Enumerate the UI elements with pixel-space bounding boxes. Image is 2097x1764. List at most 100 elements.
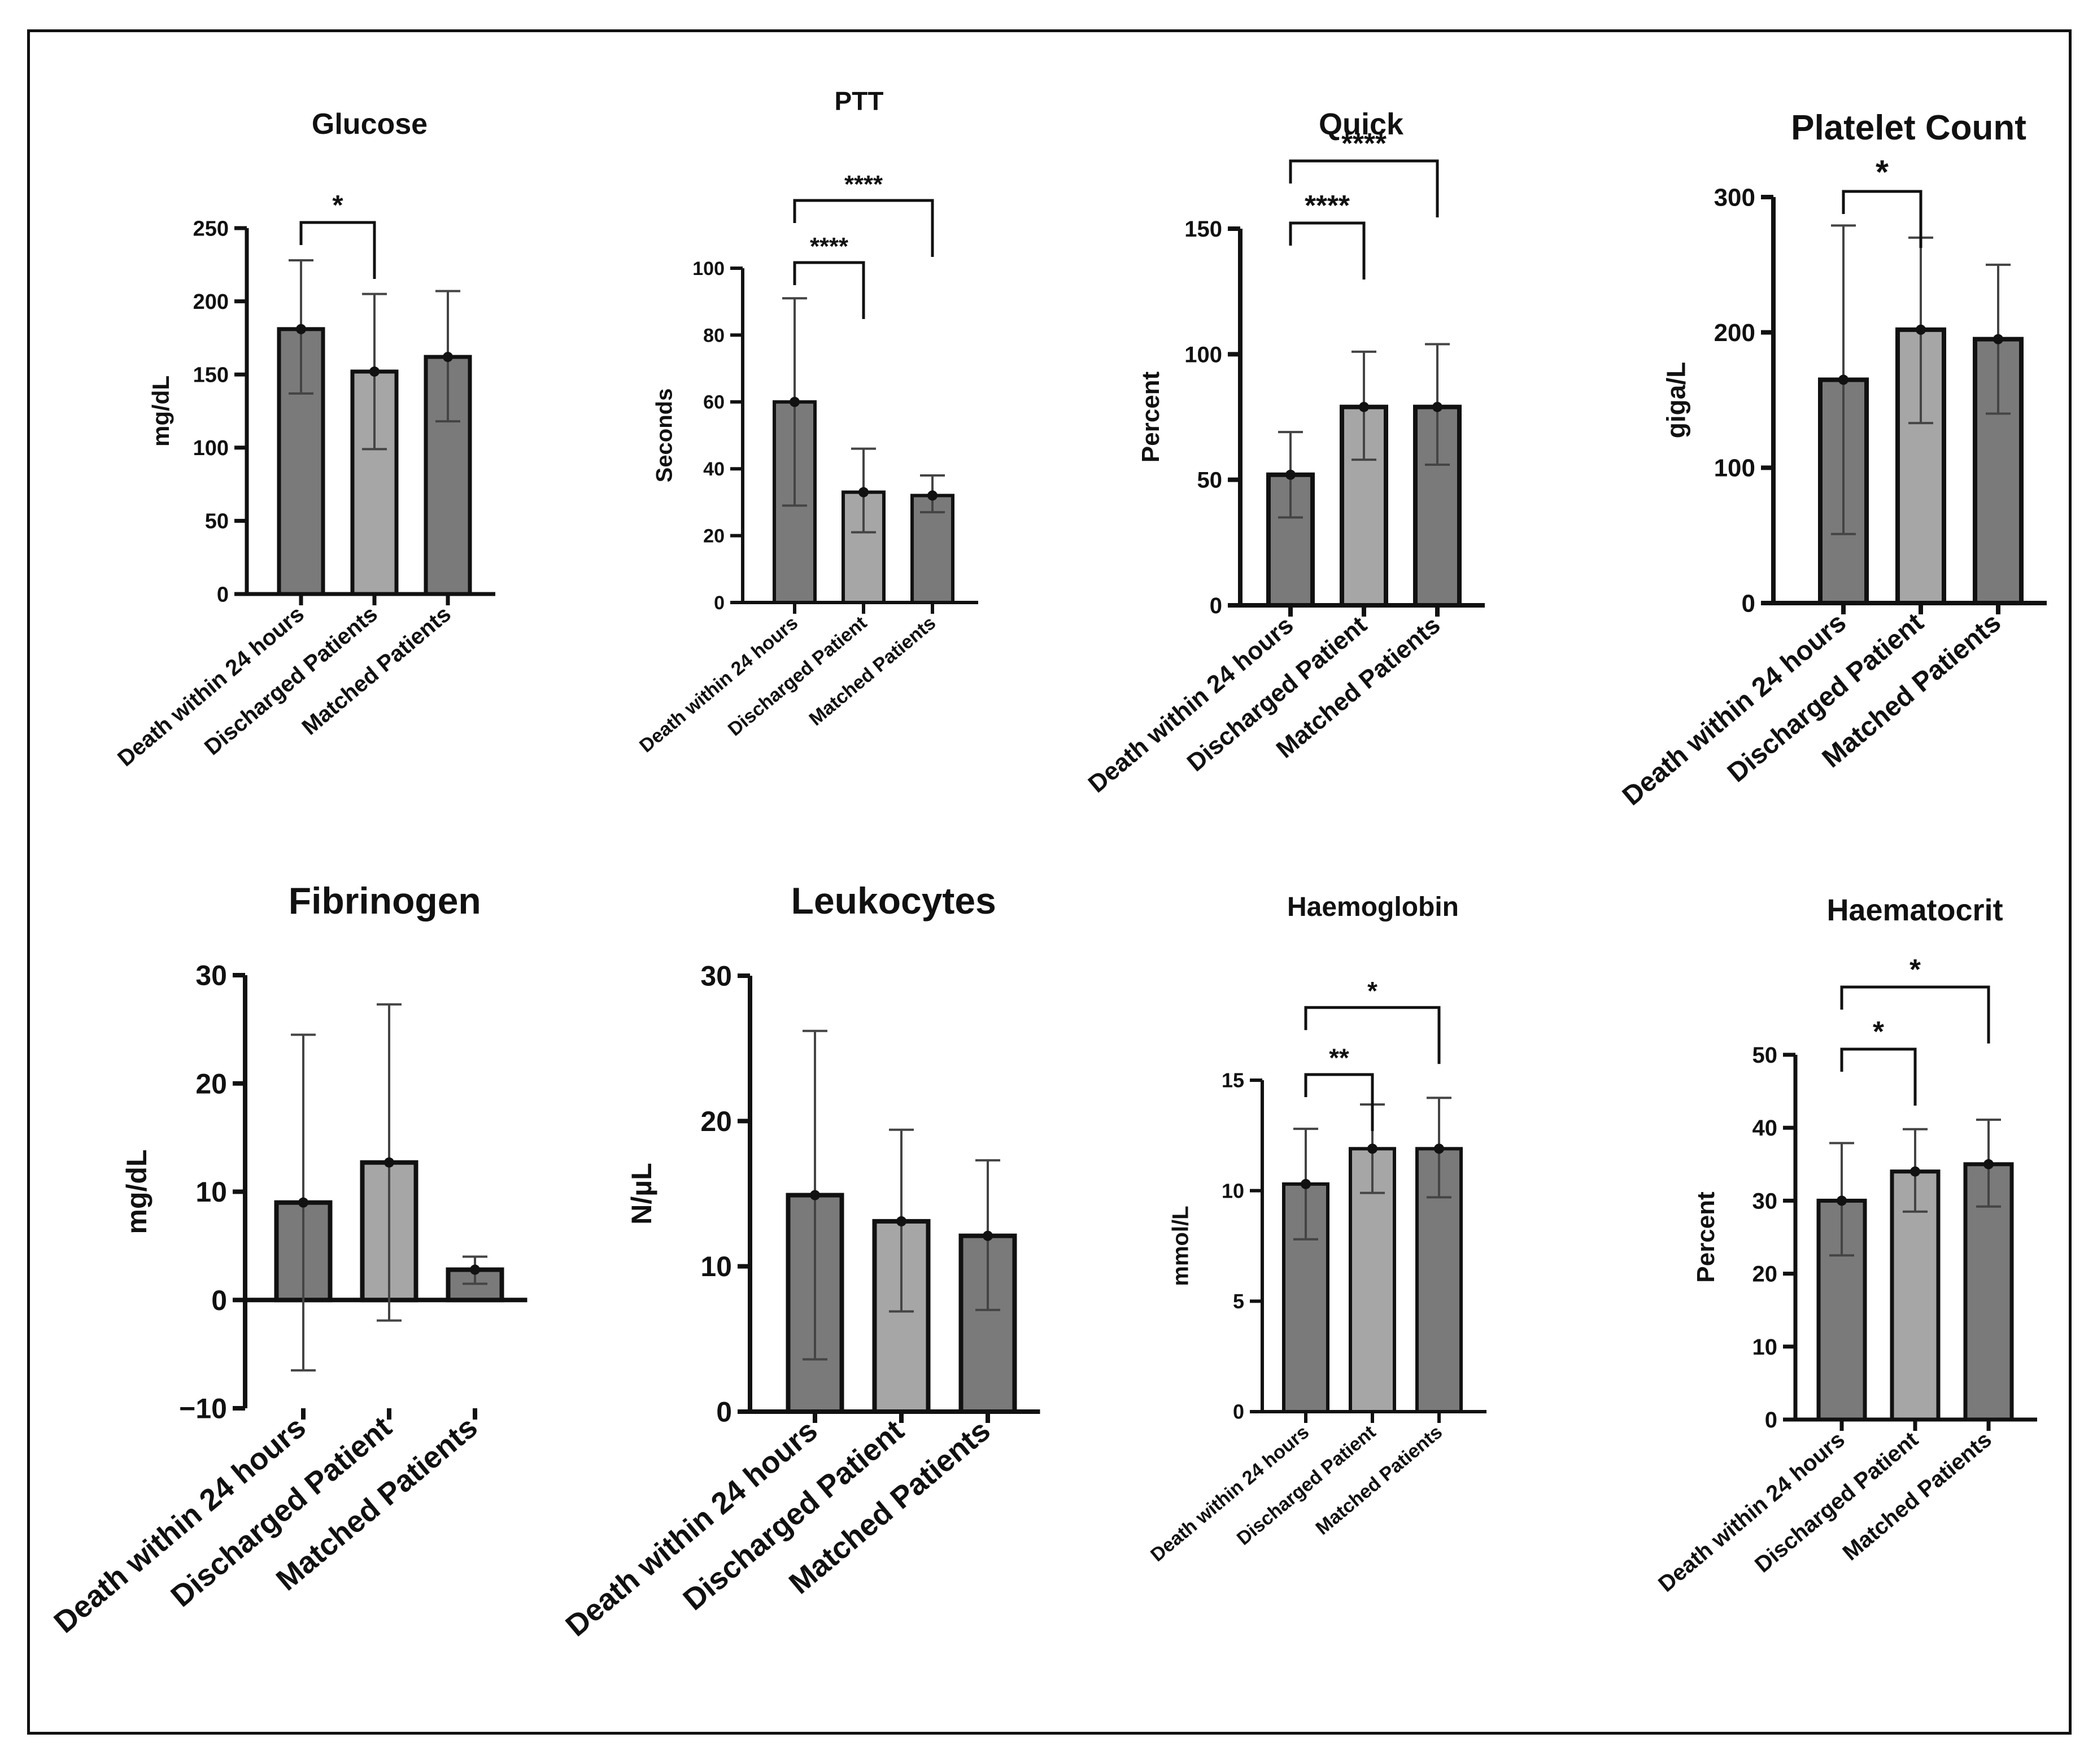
significance-label: * <box>1876 154 1889 191</box>
y-tick-label: 10 <box>1752 1335 1778 1360</box>
mean-point <box>1983 1159 1994 1169</box>
mean-point <box>1837 1195 1847 1206</box>
chart-title: Haematocrit <box>1826 893 2003 927</box>
y-tick-label: 0 <box>1742 590 1755 617</box>
y-tick-label: 10 <box>195 1176 227 1208</box>
y-tick-label: 0 <box>1765 1408 1777 1433</box>
x-tick-label: Matched Patients <box>805 612 940 730</box>
significance-label: * <box>1909 953 1921 985</box>
y-tick-label: 100 <box>193 436 229 460</box>
mean-point <box>896 1216 906 1226</box>
y-tick-label: 100 <box>692 258 725 280</box>
y-tick-label: 20 <box>703 526 725 547</box>
mean-point <box>983 1230 993 1241</box>
significance-bracket <box>1289 159 1439 217</box>
y-tick-label: 150 <box>1184 217 1222 242</box>
significance-label: **** <box>844 171 883 198</box>
y-tick-label: 50 <box>205 510 229 534</box>
y-tick-label: 0 <box>217 583 229 606</box>
y-axis-label: mg/dL <box>121 1150 152 1234</box>
significance-bracket <box>1304 1006 1441 1064</box>
y-axis-label: Percent <box>1692 1191 1720 1283</box>
y-tick-label: 50 <box>1752 1043 1778 1068</box>
y-tick-label: 60 <box>703 392 725 413</box>
y-tick-label: 0 <box>716 1396 732 1428</box>
mean-point <box>369 366 380 377</box>
chart-title: Haemoglobin <box>1287 892 1459 922</box>
y-tick-label: 40 <box>703 459 725 480</box>
significance-bracket <box>793 261 865 319</box>
chart-title: Glucose <box>312 108 428 141</box>
significance-bracket <box>1289 221 1366 280</box>
figure-frame: Glucose mg/dL 0 50 100 150 200 250 Death within … <box>27 29 2072 1735</box>
y-axis-label: Percent <box>1137 371 1165 462</box>
mean-point <box>384 1157 394 1168</box>
mean-point <box>927 490 938 501</box>
significance-bracket <box>1304 1073 1374 1131</box>
y-tick-label: 150 <box>193 364 229 387</box>
mean-point <box>443 352 453 363</box>
chart-title: Quick <box>1319 107 1404 141</box>
mean-point <box>1916 324 1926 335</box>
mean-point <box>1285 469 1296 480</box>
mean-point <box>1359 401 1369 412</box>
y-axis-label: Seconds <box>652 388 677 483</box>
significance-label: **** <box>810 233 848 260</box>
y-tick-label: 0 <box>211 1285 227 1316</box>
mean-point <box>1993 334 2003 344</box>
y-tick-label: 300 <box>1714 184 1755 211</box>
mean-point <box>858 487 869 497</box>
mean-point <box>1432 401 1442 412</box>
y-axis-label: mmol/L <box>1168 1206 1193 1286</box>
mean-point <box>470 1264 480 1275</box>
y-tick-label: 30 <box>195 960 227 992</box>
significance-label: * <box>1367 976 1377 1005</box>
chart-title: Fibrinogen <box>289 880 481 922</box>
significance-label: **** <box>1305 189 1350 221</box>
y-tick-label: 20 <box>700 1106 732 1137</box>
mean-point <box>1301 1178 1311 1189</box>
mean-point <box>298 1197 308 1208</box>
mean-point <box>1434 1143 1444 1154</box>
mean-point <box>790 396 800 407</box>
y-tick-label: 0 <box>714 592 725 614</box>
y-tick-label: 10 <box>1222 1179 1244 1202</box>
y-axis-label: giga/L <box>1662 362 1691 438</box>
significance-label: * <box>332 190 343 221</box>
chart-title: Leukocytes <box>791 880 996 922</box>
mean-point <box>810 1190 820 1200</box>
significance-bracket <box>1842 190 1922 248</box>
y-tick-label: 0 <box>1210 593 1222 618</box>
mean-point <box>1838 374 1849 385</box>
y-tick-label: 30 <box>700 960 732 992</box>
y-tick-label: 5 <box>1233 1290 1244 1313</box>
y-tick-label: 0 <box>1233 1400 1244 1424</box>
significance-label: **** <box>1341 127 1387 159</box>
y-tick-label: 10 <box>700 1251 732 1282</box>
significance-label: ** <box>1329 1043 1349 1072</box>
y-axis-label: mg/dL <box>147 375 174 447</box>
y-tick-label: 100 <box>1714 455 1755 482</box>
y-tick-label: 20 <box>1752 1262 1778 1287</box>
mean-point <box>1367 1143 1377 1154</box>
y-tick-label: 200 <box>193 290 229 314</box>
y-tick-label: −10 <box>179 1393 227 1425</box>
mean-point <box>296 324 306 334</box>
significance-label: * <box>1873 1015 1884 1047</box>
chart-title: PTT <box>835 86 884 116</box>
chart-title: Platelet Count <box>1791 108 2026 147</box>
y-tick-label: 40 <box>1752 1116 1778 1141</box>
y-tick-label: 20 <box>195 1068 227 1099</box>
significance-bracket <box>1840 985 1990 1043</box>
significance-bracket <box>793 199 934 257</box>
y-tick-label: 100 <box>1184 342 1222 367</box>
